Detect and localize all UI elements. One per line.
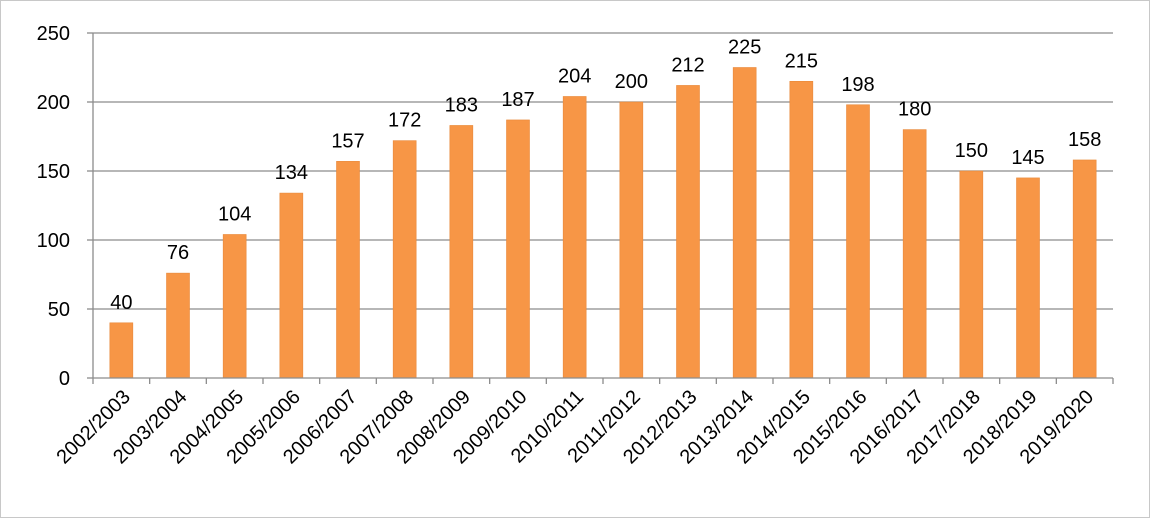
bar <box>959 170 984 379</box>
data-label: 157 <box>331 130 364 152</box>
y-tick-label: 50 <box>48 299 70 321</box>
bar <box>562 96 587 379</box>
data-label: 212 <box>671 54 704 76</box>
y-tick-label: 100 <box>37 230 70 252</box>
bar <box>166 272 190 379</box>
bar <box>732 67 757 379</box>
data-labels: 40 76 104 134 157 172 183 187 204 200 212 225 215 198… <box>110 37 1101 314</box>
bar <box>619 101 644 379</box>
data-label: 158 <box>1068 129 1101 151</box>
data-label: 215 <box>785 50 818 72</box>
gridlines <box>93 32 1113 310</box>
data-label: 200 <box>615 71 648 93</box>
data-label: 150 <box>955 140 988 162</box>
bar <box>846 104 870 379</box>
bar <box>109 322 134 379</box>
bar <box>506 119 530 379</box>
data-label: 40 <box>110 292 132 314</box>
data-label: 198 <box>841 74 874 96</box>
data-label: 183 <box>445 94 478 116</box>
y-tick-label: 150 <box>37 161 70 183</box>
bar <box>449 125 474 379</box>
data-label: 145 <box>1011 147 1044 169</box>
y-axis-tick-labels: 0 50 100 150 200 250 <box>37 23 70 390</box>
data-label: 134 <box>275 162 308 184</box>
data-label: 76 <box>167 242 189 264</box>
data-label: 187 <box>501 89 534 111</box>
bar <box>902 129 927 379</box>
bar <box>222 234 247 379</box>
bars <box>109 67 1097 379</box>
data-label: 180 <box>898 99 931 121</box>
bar <box>336 161 360 379</box>
y-tick-label: 0 <box>59 368 70 390</box>
data-label: 104 <box>218 203 251 225</box>
y-tick-label: 250 <box>37 23 70 45</box>
bar <box>279 192 304 379</box>
bar <box>392 140 417 379</box>
bar <box>1072 159 1097 379</box>
data-label: 172 <box>388 110 421 132</box>
bar <box>789 81 814 379</box>
data-label: 204 <box>558 65 591 87</box>
x-axis <box>87 32 1114 384</box>
bar <box>676 85 700 379</box>
bar <box>1016 177 1040 379</box>
y-tick-label: 200 <box>37 92 70 114</box>
x-axis-tick-labels: 2002/20032003/20042004/20052005/20062006… <box>52 386 1098 468</box>
data-label: 225 <box>728 37 761 59</box>
